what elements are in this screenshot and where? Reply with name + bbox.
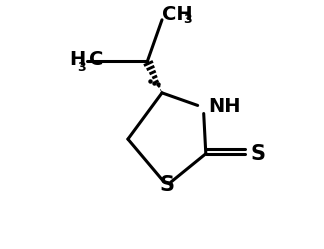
Text: S: S <box>159 175 174 195</box>
Text: H: H <box>69 51 85 69</box>
Text: 3: 3 <box>77 61 85 74</box>
Text: C: C <box>89 51 103 69</box>
Text: S: S <box>251 144 266 164</box>
Text: NH: NH <box>208 97 241 116</box>
Text: 3: 3 <box>183 13 191 26</box>
Text: CH: CH <box>162 5 193 24</box>
